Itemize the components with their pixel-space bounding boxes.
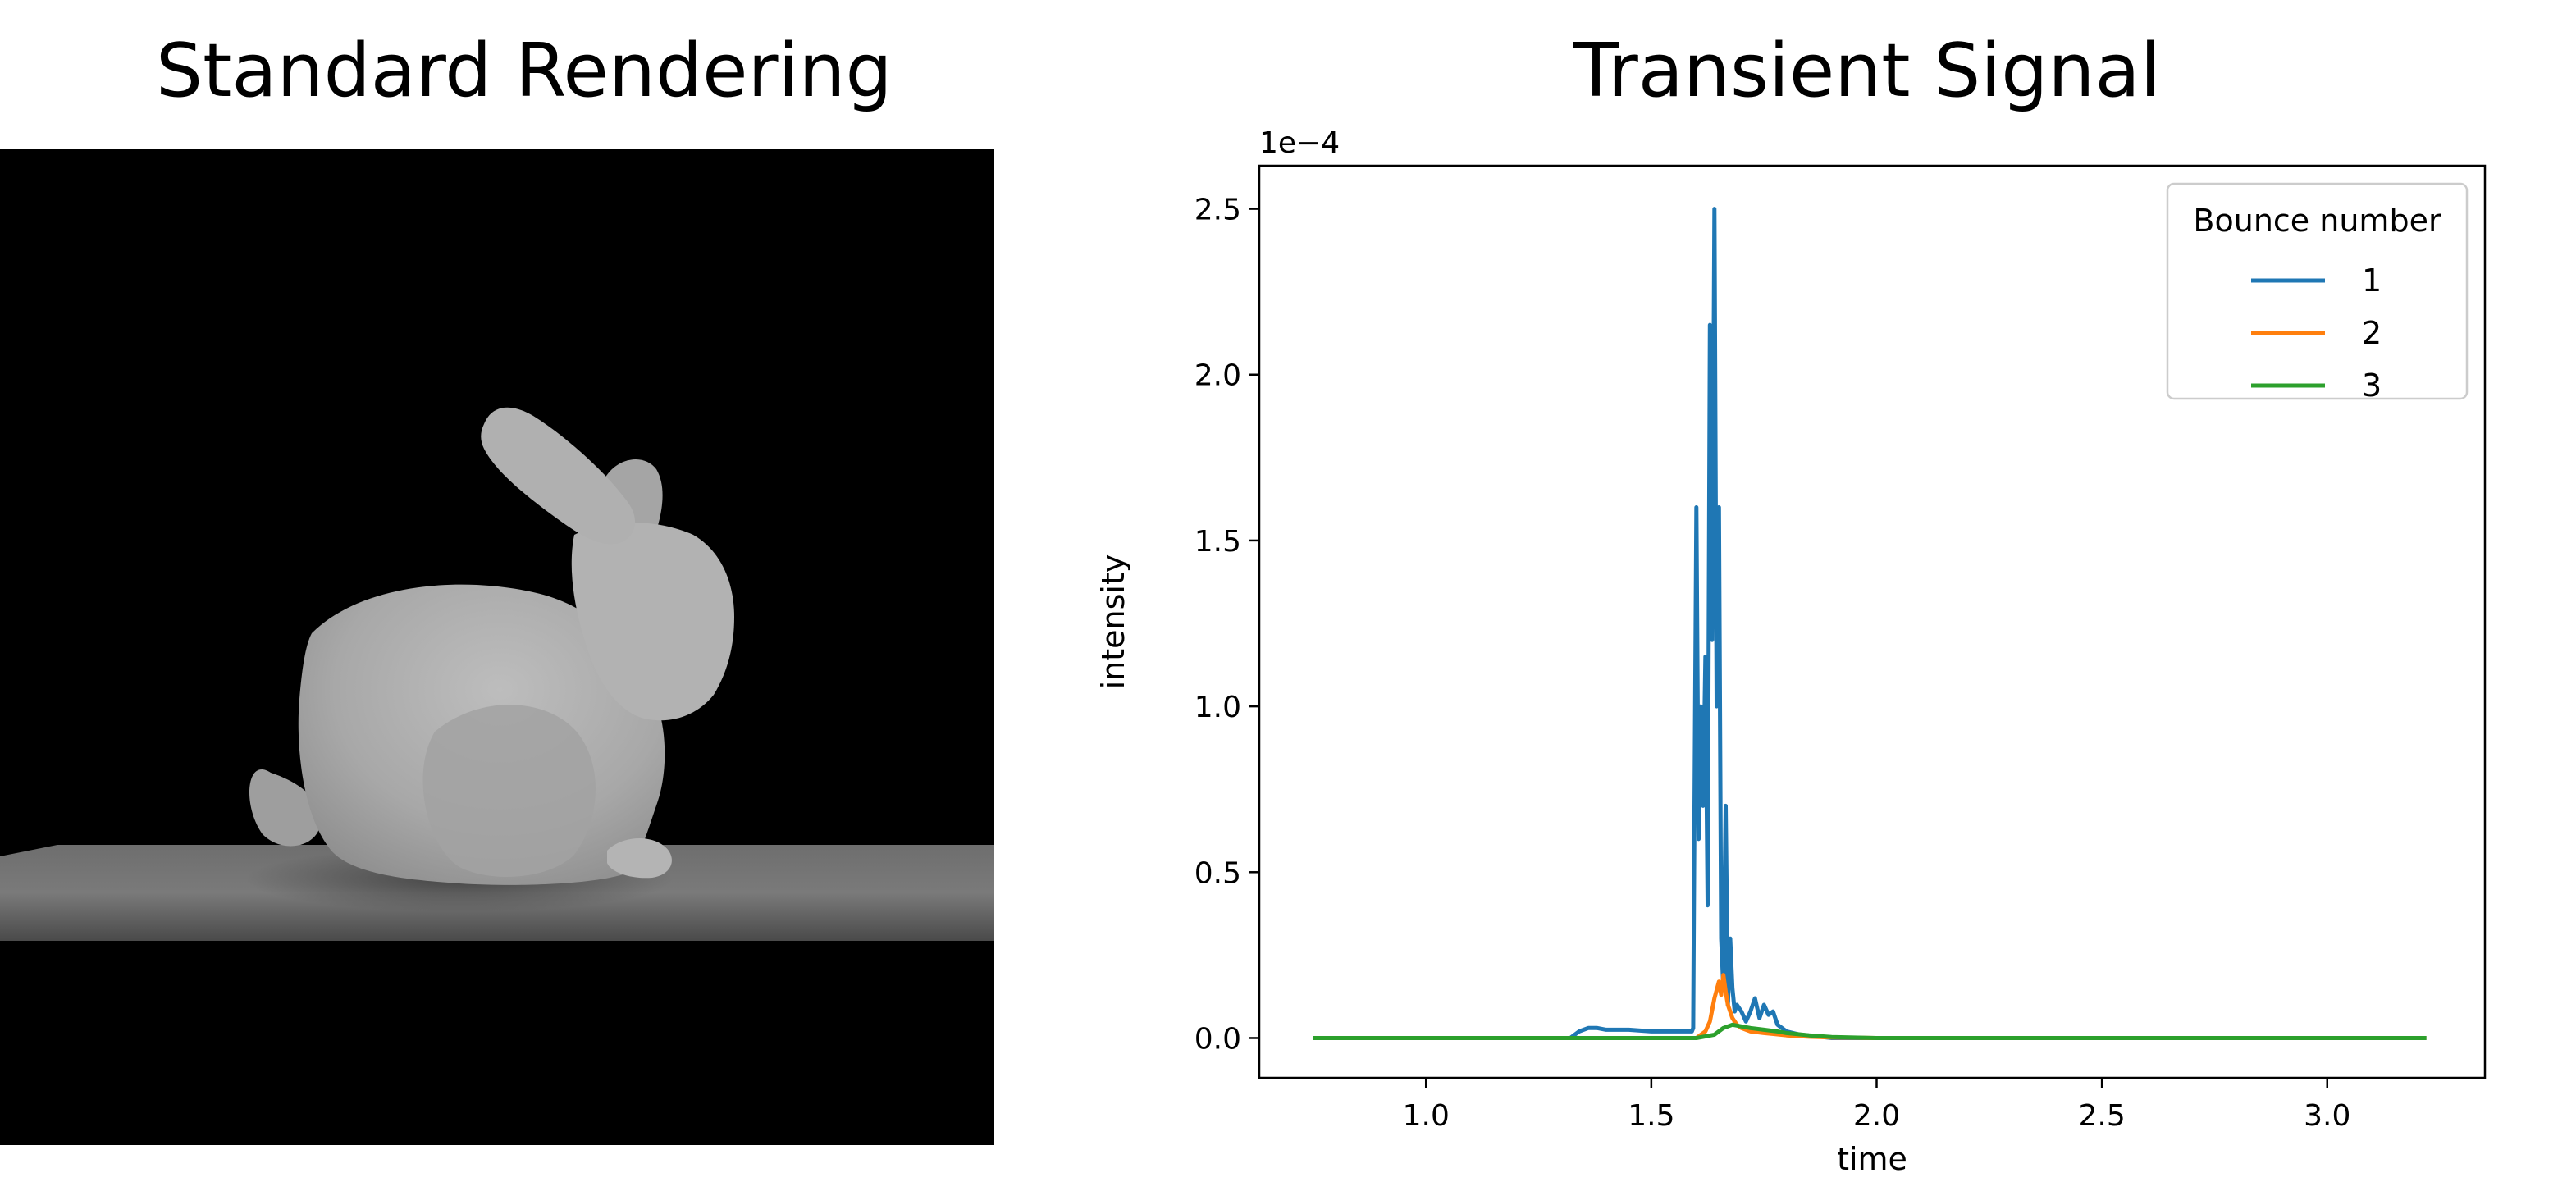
series-line-2 (1313, 973, 2427, 1040)
x-axis-label: time (1837, 1141, 1907, 1173)
legend-label-2: 2 (2362, 315, 2382, 351)
y-axis-label: intensity (1095, 554, 1131, 690)
legend-label-1: 1 (2362, 262, 2382, 299)
x-tick-label: 2.0 (1853, 1099, 1900, 1133)
chart-title: Transient Signal (1573, 28, 2161, 114)
y-tick-label: 2.5 (1194, 194, 1241, 227)
y-tick-label: 1.0 (1194, 691, 1241, 724)
plot-axes: 1.0 1.5 2.0 2.5 3.0 0.0 0.5 1.0 1.5 2.0 2.5 1e−4 tim… (1095, 126, 2487, 1173)
x-tick-label: 1.0 (1403, 1099, 1450, 1133)
bunny-head (571, 523, 734, 721)
y-offset-label: 1e−4 (1259, 126, 1340, 160)
transient-signal-chart: 1.0 1.5 2.0 2.5 3.0 0.0 0.5 1.0 1.5 2.0 2.5 1e−4 tim… (1095, 126, 2487, 1173)
y-tick-label: 0.5 (1194, 856, 1241, 890)
rendering-title: Standard Rendering (156, 28, 893, 114)
x-tick-label: 1.5 (1628, 1099, 1674, 1133)
x-tick-label: 3.0 (2304, 1099, 2350, 1133)
y-tick-label: 0.0 (1194, 1022, 1241, 1056)
y-tick-label: 1.5 (1194, 525, 1241, 559)
x-tick-label: 2.5 (2078, 1099, 2125, 1133)
legend: Bounce number 1 2 3 (2166, 182, 2469, 404)
bunny-tail (249, 769, 321, 847)
y-tick-label: 2.0 (1194, 359, 1241, 393)
series-line-3 (1313, 1022, 2427, 1040)
bunny-rendering-image (0, 149, 994, 1145)
bunny-rendering-svg (0, 149, 994, 1145)
legend-box (2166, 182, 2469, 400)
legend-label-3: 3 (2362, 367, 2382, 404)
bunny-front-ear (481, 407, 636, 545)
bunny-leg (422, 705, 596, 877)
legend-title: Bounce number (2193, 203, 2441, 239)
series-line-1 (1313, 207, 2427, 1040)
bunny-front-paw (607, 838, 672, 879)
plot-frame (1258, 164, 2487, 1079)
plot-series (1313, 207, 2427, 1040)
